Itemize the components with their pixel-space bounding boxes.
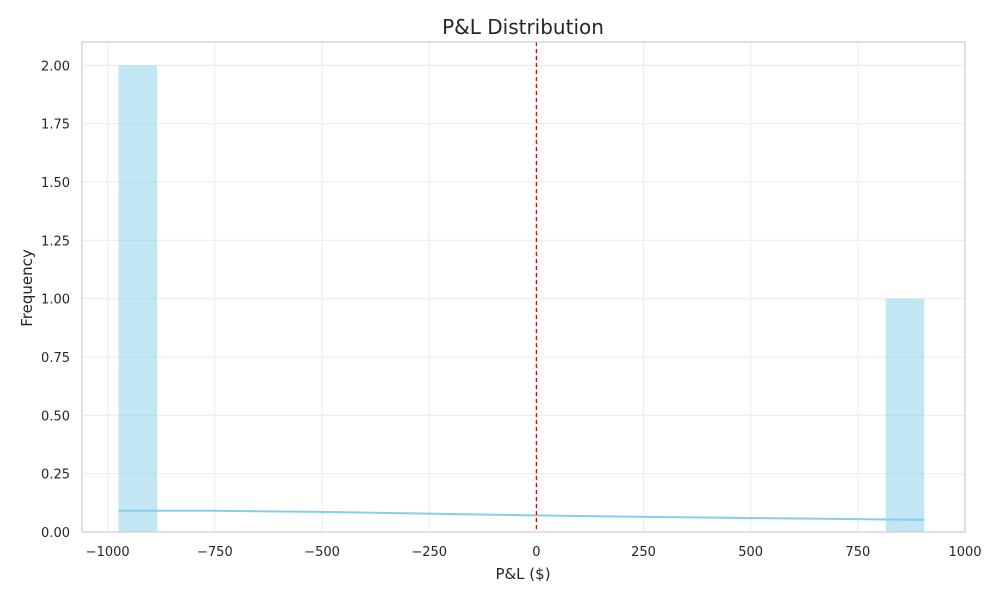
x-tick-label: 250 (631, 545, 656, 560)
y-tick-label: 0.25 (41, 468, 70, 483)
y-tick-label: 1.25 (41, 234, 70, 249)
y-tick-label: 0.00 (41, 526, 70, 541)
x-tick-label: 750 (845, 545, 870, 560)
y-tick-label: 0.75 (41, 351, 70, 366)
x-tick-label: 0 (532, 545, 540, 560)
x-tick-label: −500 (304, 545, 340, 560)
bar-layer (118, 65, 925, 532)
plot-frame (81, 41, 966, 533)
y-tick-label: 1.75 (41, 118, 70, 133)
histogram-bar-2 (885, 298, 925, 532)
y-tick-label: 1.50 (41, 176, 70, 191)
histogram-bar-1 (118, 65, 158, 532)
x-tick-label: −250 (411, 545, 447, 560)
x-tick-label: −750 (197, 545, 233, 560)
x-tick-label: 1000 (948, 545, 981, 560)
y-axis-label: Frequency (18, 249, 36, 327)
kde-line (118, 509, 925, 521)
chart-title: P&L Distribution (442, 15, 604, 39)
grid-layer (82, 42, 966, 533)
x-tick-label: 500 (738, 545, 763, 560)
y-tick-label: 2.00 (41, 59, 70, 74)
y-tick-label: 1.00 (41, 293, 70, 308)
line-layer (118, 42, 925, 532)
x-axis-label: P&L ($) (495, 565, 550, 583)
y-tick-label: 0.50 (41, 409, 70, 424)
x-tick-label: −1000 (86, 545, 130, 560)
tick-layer: −1000 −750 −500 −250 0 250 500 750 1000 0.00 0.25 0… (41, 59, 982, 560)
